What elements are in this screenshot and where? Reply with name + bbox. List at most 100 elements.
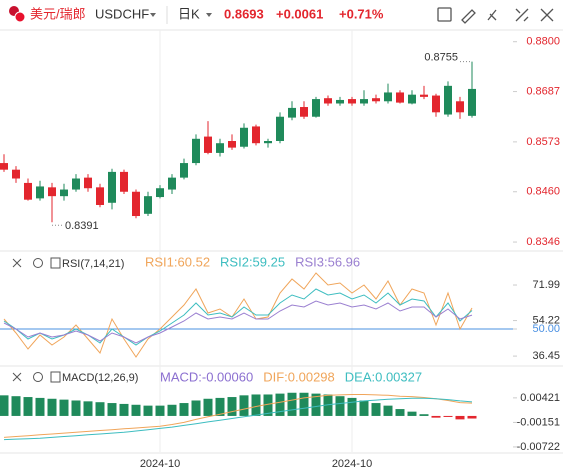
icon-info[interactable] xyxy=(50,371,61,383)
macd-bar xyxy=(47,398,57,416)
icon-close[interactable] xyxy=(540,8,554,22)
legend-entry: DIF:0.00298 xyxy=(263,369,335,384)
candle-body xyxy=(36,186,44,199)
y-tick-label: 0.8346 xyxy=(526,236,560,248)
candle-body xyxy=(132,191,140,217)
legend-entry: DEA:0.00327 xyxy=(345,369,422,384)
macd-bar xyxy=(467,415,477,419)
candle-body xyxy=(204,136,212,153)
macd-bar xyxy=(431,415,441,418)
rsi-title: RSI(7,14,21) xyxy=(62,258,124,270)
period[interactable]: 日K xyxy=(178,6,200,21)
x-tick-label: 2024-10 xyxy=(332,458,372,470)
icon-tools[interactable] xyxy=(487,9,497,21)
macd-bar xyxy=(131,404,141,416)
candle-body xyxy=(300,107,308,117)
legend-entry: RSI2:59.25 xyxy=(220,254,285,269)
icon-indicator[interactable] xyxy=(437,7,452,22)
y-tick-label: 71.99 xyxy=(532,279,560,291)
y-tick-label: 36.45 xyxy=(532,350,560,362)
legend-entry: MACD:-0.00060 xyxy=(160,369,253,384)
macd-bar xyxy=(227,397,237,416)
candle-body xyxy=(24,182,32,200)
macd-bar xyxy=(155,405,165,416)
series-line xyxy=(3,394,473,438)
candle-body xyxy=(108,171,116,203)
macd-bar xyxy=(299,392,309,416)
candle-body xyxy=(120,171,128,192)
macd-bar xyxy=(35,397,45,416)
y-tick-label: 0.8460 xyxy=(526,186,560,198)
macd-bar xyxy=(407,411,417,416)
candle-body xyxy=(60,189,68,197)
y-tick-label: 54.22 xyxy=(532,314,560,326)
macd-bar xyxy=(311,393,321,416)
candle-body xyxy=(144,196,152,214)
icon-info[interactable] xyxy=(50,257,61,269)
macd-bar xyxy=(263,394,273,416)
macd-bar xyxy=(167,404,177,416)
symbol[interactable]: USDCHF xyxy=(95,6,149,21)
series-line xyxy=(3,288,473,346)
macd-bar xyxy=(251,394,261,416)
candle-body xyxy=(168,177,176,190)
macd-bar xyxy=(383,405,393,416)
macd-bar xyxy=(71,400,81,416)
macd-header: MACD(12,26,9) xyxy=(12,371,138,384)
macd-bar xyxy=(359,400,369,416)
candle-body xyxy=(264,141,272,144)
series-line xyxy=(3,300,473,344)
icon-settings[interactable] xyxy=(33,372,43,382)
candle-body xyxy=(288,107,296,118)
flag-ch xyxy=(14,11,26,23)
candle-body xyxy=(444,85,452,115)
candle-body xyxy=(276,116,284,141)
low-annotation: 0.8391 xyxy=(65,220,99,232)
macd-bar xyxy=(215,397,225,416)
macd-bar xyxy=(179,403,189,416)
y-tick-label: 0.8687 xyxy=(526,85,560,97)
macd-bar xyxy=(95,402,105,416)
candle-body xyxy=(312,99,320,117)
series-line xyxy=(3,397,473,441)
macd-bar xyxy=(11,396,21,416)
x-tick-label: 2024-10 xyxy=(140,458,180,470)
candle-body xyxy=(408,94,416,104)
macd-bar xyxy=(119,403,129,416)
icon-fullscreen[interactable] xyxy=(515,8,529,22)
candle-body xyxy=(228,141,236,148)
candle-body xyxy=(72,178,80,190)
macd-bar xyxy=(371,403,381,416)
icon-settings[interactable] xyxy=(33,258,43,268)
price-change: +0.0061 xyxy=(276,6,323,21)
candle-body xyxy=(432,95,440,113)
macd-bar xyxy=(455,415,465,420)
candle-body xyxy=(420,94,428,97)
candle-body xyxy=(456,101,464,113)
candle-body xyxy=(192,138,200,164)
y-tick-label: 50.00 xyxy=(532,323,560,335)
macd-bar xyxy=(107,403,117,416)
candle-body xyxy=(240,127,248,147)
candle-body xyxy=(0,163,8,170)
candle-body xyxy=(336,99,344,104)
icon-close[interactable] xyxy=(12,258,22,268)
candle-body xyxy=(216,143,224,153)
y-tick-label: 0.8800 xyxy=(526,36,560,48)
rsi-header: RSI(7,14,21) xyxy=(12,257,124,270)
y-tick-label: -0.00722 xyxy=(517,441,560,453)
y-tick-label: 0.00421 xyxy=(520,392,560,404)
legend-entry: RSI3:56.96 xyxy=(295,254,360,269)
legend-entry: RSI1:60.52 xyxy=(145,254,210,269)
macd-bar xyxy=(0,395,9,416)
candle-body xyxy=(396,92,404,103)
icon-close[interactable] xyxy=(12,372,22,382)
icon-draw[interactable] xyxy=(461,9,476,24)
macd-bar xyxy=(143,405,153,416)
y-tick-label: -0.00151 xyxy=(517,416,560,428)
macd-bar xyxy=(287,392,297,416)
macd-bar xyxy=(239,395,249,416)
y-tick-label: 0.8573 xyxy=(526,136,560,148)
candle-body xyxy=(48,187,56,197)
